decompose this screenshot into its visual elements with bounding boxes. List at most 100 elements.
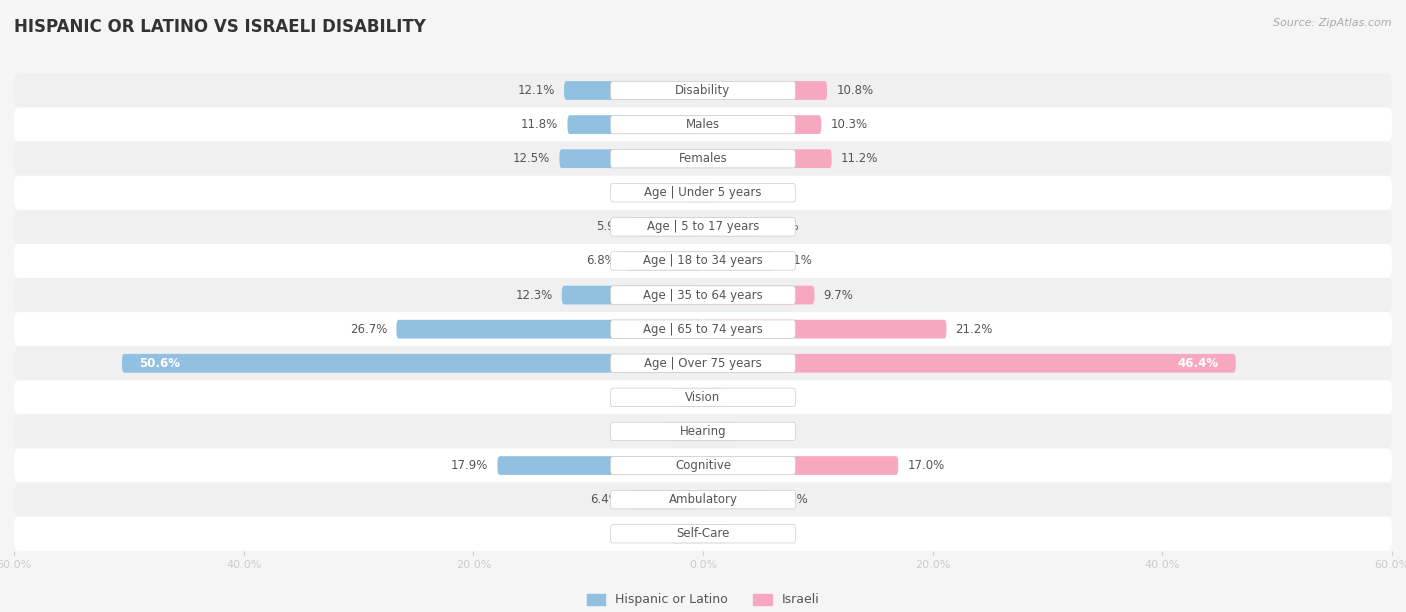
Text: 11.8%: 11.8% <box>522 118 558 131</box>
FancyBboxPatch shape <box>703 320 946 338</box>
Text: 12.3%: 12.3% <box>516 289 553 302</box>
Text: 2.0%: 2.0% <box>735 391 765 404</box>
FancyBboxPatch shape <box>668 422 703 441</box>
FancyBboxPatch shape <box>610 218 796 236</box>
Text: Age | 18 to 34 years: Age | 18 to 34 years <box>643 255 763 267</box>
FancyBboxPatch shape <box>610 354 796 373</box>
FancyBboxPatch shape <box>703 252 773 271</box>
Text: Age | 5 to 17 years: Age | 5 to 17 years <box>647 220 759 233</box>
Text: 26.7%: 26.7% <box>350 323 387 335</box>
FancyBboxPatch shape <box>610 116 796 134</box>
FancyBboxPatch shape <box>610 320 796 338</box>
FancyBboxPatch shape <box>672 524 703 543</box>
FancyBboxPatch shape <box>624 252 703 271</box>
Text: Age | Under 5 years: Age | Under 5 years <box>644 186 762 200</box>
FancyBboxPatch shape <box>560 149 703 168</box>
Text: 3.1%: 3.1% <box>628 425 658 438</box>
FancyBboxPatch shape <box>14 73 1392 108</box>
FancyBboxPatch shape <box>610 81 796 100</box>
FancyBboxPatch shape <box>703 149 831 168</box>
Text: 10.3%: 10.3% <box>831 118 868 131</box>
FancyBboxPatch shape <box>703 422 735 441</box>
FancyBboxPatch shape <box>703 456 898 475</box>
FancyBboxPatch shape <box>688 184 703 202</box>
FancyBboxPatch shape <box>610 252 796 270</box>
FancyBboxPatch shape <box>498 456 703 475</box>
Text: Females: Females <box>679 152 727 165</box>
Text: 1.1%: 1.1% <box>725 186 755 200</box>
Text: 11.2%: 11.2% <box>841 152 879 165</box>
Text: HISPANIC OR LATINO VS ISRAELI DISABILITY: HISPANIC OR LATINO VS ISRAELI DISABILITY <box>14 18 426 36</box>
Text: Age | 65 to 74 years: Age | 65 to 74 years <box>643 323 763 335</box>
FancyBboxPatch shape <box>703 184 716 202</box>
Text: 2.7%: 2.7% <box>633 528 662 540</box>
Text: 1.3%: 1.3% <box>650 186 679 200</box>
FancyBboxPatch shape <box>14 517 1392 551</box>
Text: 17.9%: 17.9% <box>451 459 488 472</box>
Text: 12.1%: 12.1% <box>517 84 555 97</box>
FancyBboxPatch shape <box>610 388 796 406</box>
Text: 50.6%: 50.6% <box>139 357 180 370</box>
Text: Source: ZipAtlas.com: Source: ZipAtlas.com <box>1274 18 1392 28</box>
Text: 12.5%: 12.5% <box>513 152 550 165</box>
FancyBboxPatch shape <box>568 115 703 134</box>
FancyBboxPatch shape <box>703 115 821 134</box>
FancyBboxPatch shape <box>610 184 796 202</box>
FancyBboxPatch shape <box>14 278 1392 312</box>
FancyBboxPatch shape <box>630 490 703 509</box>
FancyBboxPatch shape <box>703 354 1236 373</box>
Text: 6.4%: 6.4% <box>591 493 620 506</box>
FancyBboxPatch shape <box>562 286 703 304</box>
FancyBboxPatch shape <box>14 141 1392 176</box>
FancyBboxPatch shape <box>610 149 796 168</box>
FancyBboxPatch shape <box>703 490 769 509</box>
Text: Disability: Disability <box>675 84 731 97</box>
FancyBboxPatch shape <box>636 217 703 236</box>
FancyBboxPatch shape <box>610 490 796 509</box>
Text: 5.9%: 5.9% <box>596 220 626 233</box>
FancyBboxPatch shape <box>14 210 1392 244</box>
Text: 5.7%: 5.7% <box>778 493 807 506</box>
FancyBboxPatch shape <box>610 422 796 441</box>
FancyBboxPatch shape <box>14 380 1392 414</box>
FancyBboxPatch shape <box>610 524 796 543</box>
Text: 6.1%: 6.1% <box>782 255 813 267</box>
Text: 2.4%: 2.4% <box>740 528 769 540</box>
Text: Self-Care: Self-Care <box>676 528 730 540</box>
Text: 46.4%: 46.4% <box>1177 357 1219 370</box>
FancyBboxPatch shape <box>703 286 814 304</box>
Text: Age | 35 to 64 years: Age | 35 to 64 years <box>643 289 763 302</box>
FancyBboxPatch shape <box>14 176 1392 210</box>
Text: 2.6%: 2.6% <box>634 391 664 404</box>
FancyBboxPatch shape <box>14 108 1392 141</box>
Text: 9.7%: 9.7% <box>824 289 853 302</box>
Text: Cognitive: Cognitive <box>675 459 731 472</box>
FancyBboxPatch shape <box>564 81 703 100</box>
FancyBboxPatch shape <box>610 457 796 475</box>
FancyBboxPatch shape <box>396 320 703 338</box>
Text: 17.0%: 17.0% <box>907 459 945 472</box>
FancyBboxPatch shape <box>673 388 703 407</box>
Text: Age | Over 75 years: Age | Over 75 years <box>644 357 762 370</box>
FancyBboxPatch shape <box>14 449 1392 483</box>
Text: 10.8%: 10.8% <box>837 84 873 97</box>
FancyBboxPatch shape <box>122 354 703 373</box>
FancyBboxPatch shape <box>14 483 1392 517</box>
Text: Hearing: Hearing <box>679 425 727 438</box>
FancyBboxPatch shape <box>610 286 796 304</box>
Text: 6.8%: 6.8% <box>586 255 616 267</box>
FancyBboxPatch shape <box>14 244 1392 278</box>
Text: Vision: Vision <box>685 391 721 404</box>
FancyBboxPatch shape <box>703 81 827 100</box>
FancyBboxPatch shape <box>703 388 725 407</box>
Text: Ambulatory: Ambulatory <box>668 493 738 506</box>
Legend: Hispanic or Latino, Israeli: Hispanic or Latino, Israeli <box>582 588 824 611</box>
FancyBboxPatch shape <box>14 346 1392 380</box>
Text: 5.0%: 5.0% <box>769 220 799 233</box>
Text: Males: Males <box>686 118 720 131</box>
Text: 2.8%: 2.8% <box>744 425 775 438</box>
FancyBboxPatch shape <box>703 217 761 236</box>
FancyBboxPatch shape <box>14 312 1392 346</box>
FancyBboxPatch shape <box>14 414 1392 449</box>
FancyBboxPatch shape <box>703 524 731 543</box>
